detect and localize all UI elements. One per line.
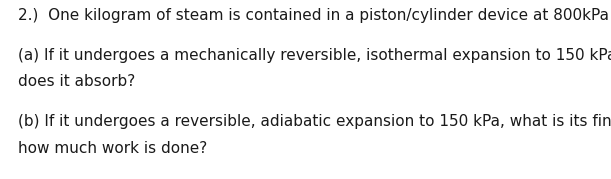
Text: (b) If it undergoes a reversible, adiabatic expansion to 150 kPa, what is its fi: (b) If it undergoes a reversible, adiaba…: [18, 114, 611, 129]
Text: how much work is done?: how much work is done?: [18, 141, 208, 156]
Text: does it absorb?: does it absorb?: [18, 74, 136, 90]
Text: 2.)  One kilogram of steam is contained in a piston/cylinder device at 800kPa an: 2.) One kilogram of steam is contained i…: [18, 8, 611, 23]
Text: (a) If it undergoes a mechanically reversible, isothermal expansion to 150 kPa, : (a) If it undergoes a mechanically rever…: [18, 48, 611, 63]
